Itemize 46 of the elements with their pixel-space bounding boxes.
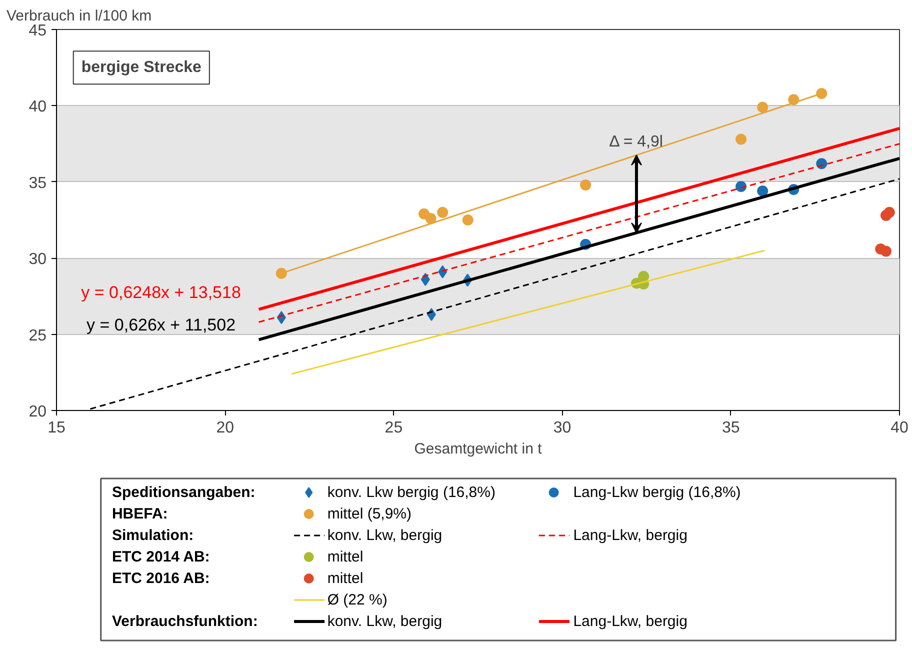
point <box>580 179 592 190</box>
point <box>425 212 436 224</box>
legend-label: mittel (5,9%) <box>327 506 412 522</box>
point <box>437 206 448 218</box>
y-tick-label: 45 <box>28 22 47 40</box>
point <box>462 214 474 226</box>
point <box>757 102 768 113</box>
y-tick-label: 20 <box>28 404 47 420</box>
point <box>880 246 892 257</box>
y-tick-label: 35 <box>28 174 47 192</box>
point <box>757 186 768 197</box>
legend-label: mittel <box>327 548 364 566</box>
text: HBEFA: <box>112 506 168 522</box>
legend-label: konv. Lkw, bergig <box>327 527 442 544</box>
text: Simulation: <box>112 527 194 544</box>
annotation: y = 0,6248x + 13,518 <box>81 282 241 302</box>
y-tick-label: 25 <box>28 327 47 344</box>
text: ETC 2014 AB: <box>112 548 210 566</box>
legend-label: mittel <box>327 570 364 587</box>
point <box>884 206 895 218</box>
y-tick-label: 30 <box>28 251 47 268</box>
text: Verbrauchsfunktion: <box>112 613 258 630</box>
y-tick-label: 40 <box>28 98 47 116</box>
x-tick-label: 15 <box>48 420 66 436</box>
x-tick-label: 35 <box>722 420 740 436</box>
x-axis-title: Gesamtgewicht in t <box>414 440 543 458</box>
legend-label: Lang-Lkw, bergig <box>573 613 688 630</box>
legend-label: konv. Lkw bergig (16,8%) <box>327 484 496 501</box>
point <box>420 272 430 286</box>
annotation: bergige Strecke <box>81 59 202 76</box>
annotation: y = 0,626x + 11,502 <box>86 315 236 334</box>
x-tick-label: 20 <box>216 420 234 436</box>
legend-label: Lang-Lkw bergig (16,8%) <box>573 484 741 501</box>
x-tick-label: 25 <box>384 420 403 436</box>
text: ETC 2016 AB: <box>112 570 210 587</box>
annotation: Δ = 4,9l <box>609 134 663 151</box>
legend-label: konv. Lkw, bergig <box>327 613 442 630</box>
point <box>816 88 828 99</box>
point <box>736 134 747 145</box>
y-axis-title: Verbrauch in l/100 km <box>6 8 152 24</box>
point <box>276 268 287 279</box>
legend-label: Lang-Lkw, bergig <box>573 527 688 544</box>
text: Speditionsangaben: <box>112 484 256 501</box>
x-tick-label: 40 <box>890 420 908 436</box>
x-tick-label: 30 <box>553 420 572 436</box>
legend-label: Ø (22 %) <box>327 592 388 608</box>
